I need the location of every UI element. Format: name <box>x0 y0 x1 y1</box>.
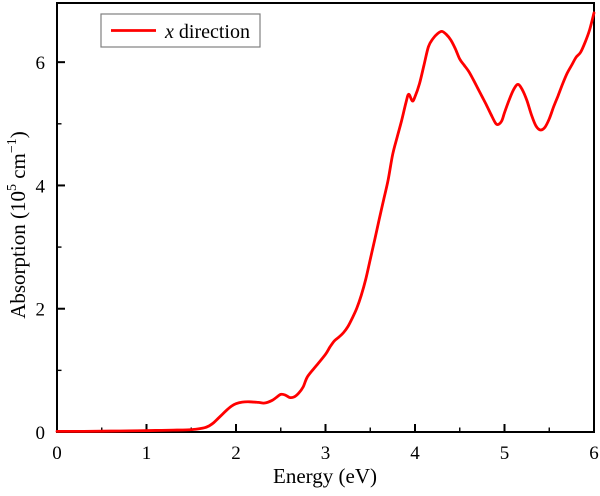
x-tick-label: 6 <box>589 443 599 464</box>
legend-label-italic-x: x <box>164 21 174 43</box>
x-tick-label: 5 <box>500 443 510 464</box>
plot-frame <box>56 2 595 433</box>
axis-ticks <box>56 61 595 433</box>
y-tick-label: 4 <box>36 176 46 197</box>
x-tick-label: 1 <box>142 443 152 464</box>
y-axis-title-superscript: −1 <box>5 138 20 153</box>
y-axis-title-text: cm <box>6 153 30 184</box>
x-axis-title: Energy (eV) <box>273 464 377 488</box>
y-tick-label: 6 <box>36 53 46 74</box>
y-tick-label: 2 <box>36 300 46 321</box>
x-tick-label: 0 <box>52 443 62 464</box>
y-axis-title-text: ) <box>6 131 30 138</box>
legend-label-rest: direction <box>174 21 250 43</box>
series-x-direction-line <box>55 11 596 433</box>
y-axis-title: Absorption (105 cm−1) <box>5 131 30 319</box>
x-tick-label: 2 <box>231 443 241 464</box>
y-axis-title-superscript: 5 <box>5 184 20 191</box>
legend: x direction <box>100 13 261 48</box>
x-tick-label: 4 <box>410 443 420 464</box>
y-axis-title-text: Absorption (10 <box>6 191 30 319</box>
axis-tick-labels: 0 1 2 3 4 5 6 0 2 4 6 <box>36 53 599 464</box>
x-tick-label: 3 <box>321 443 331 464</box>
y-tick-label: 0 <box>36 423 46 444</box>
legend-label: x direction <box>164 21 250 43</box>
